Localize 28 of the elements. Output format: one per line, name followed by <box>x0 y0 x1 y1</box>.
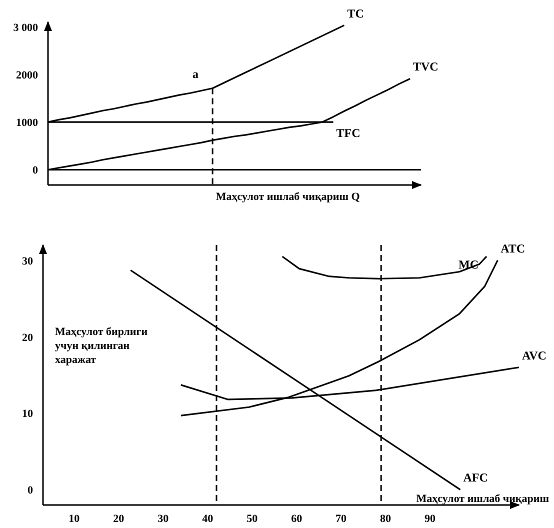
y-tick-label: 10 <box>22 408 34 420</box>
x-tick-label: 50 <box>246 513 258 525</box>
y-tick-label: 0 <box>32 164 38 177</box>
y-tick-label: 30 <box>22 255 34 268</box>
x-tick-label: 80 <box>380 513 392 525</box>
y-tick-label: 3 000 <box>13 22 38 34</box>
series-label: AFC <box>463 470 488 485</box>
annotation: Маҳсулот бирлиги учун қилинган харажат <box>55 326 148 366</box>
x-axis-title: Маҳсулот ишлаб чиқариш Q <box>216 191 360 203</box>
series-label: TC <box>347 6 364 20</box>
x-tick-label: 20 <box>113 513 125 525</box>
y-tick-label: 2000 <box>16 69 38 82</box>
x-tick-label: 90 <box>424 513 436 525</box>
series-label: TVC <box>413 60 438 74</box>
y-tick-label: 0 <box>28 484 34 497</box>
x-tick-label: 40 <box>202 513 214 525</box>
series-label: MC <box>458 257 479 272</box>
annotation: a <box>192 67 199 82</box>
series-label: TFC <box>336 126 360 140</box>
x-axis-title: Маҳсулот ишлаб чиқариш <box>416 493 549 505</box>
x-tick-label: 10 <box>68 513 80 525</box>
series-label: ATC <box>500 241 526 256</box>
y-tick-label: 20 <box>22 332 34 344</box>
x-tick-label: 60 <box>291 513 303 525</box>
x-tick-label: 30 <box>158 513 170 525</box>
y-tick-label: 1000 <box>16 117 38 130</box>
x-tick-label: 70 <box>336 513 348 525</box>
series-label: AVC <box>522 348 546 362</box>
